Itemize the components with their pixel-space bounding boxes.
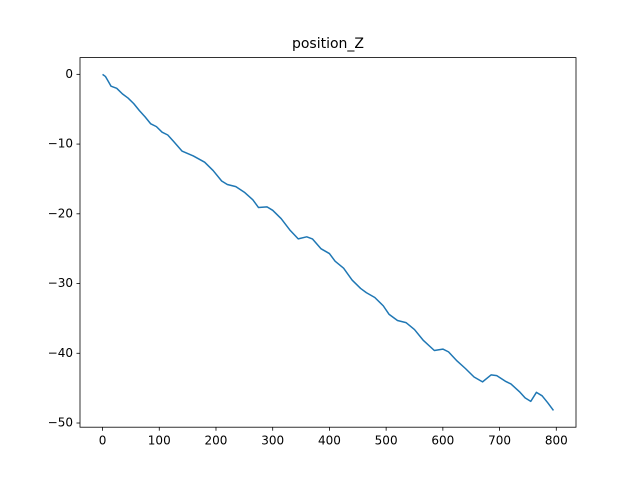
y-tick-label: 0 [65, 67, 73, 81]
x-tick-label: 500 [375, 434, 398, 448]
x-tick-label: 0 [99, 434, 107, 448]
y-tick-label: −20 [48, 206, 73, 220]
y-tick-label: −30 [48, 276, 73, 290]
y-tick-label: −10 [48, 137, 73, 151]
x-tick-label: 100 [148, 434, 171, 448]
x-tick-label: 600 [431, 434, 454, 448]
line-series [102, 73, 555, 411]
y-tick-label: −50 [48, 416, 73, 430]
x-tick-label: 800 [545, 434, 568, 448]
x-tick-label: 300 [261, 434, 284, 448]
axes-frame [79, 57, 577, 428]
y-tick-label: −40 [48, 346, 73, 360]
chart-title: position_Z [292, 36, 364, 52]
x-tick-label: 700 [488, 434, 511, 448]
x-tick-label: 200 [205, 434, 228, 448]
x-tick-label: 400 [318, 434, 341, 448]
